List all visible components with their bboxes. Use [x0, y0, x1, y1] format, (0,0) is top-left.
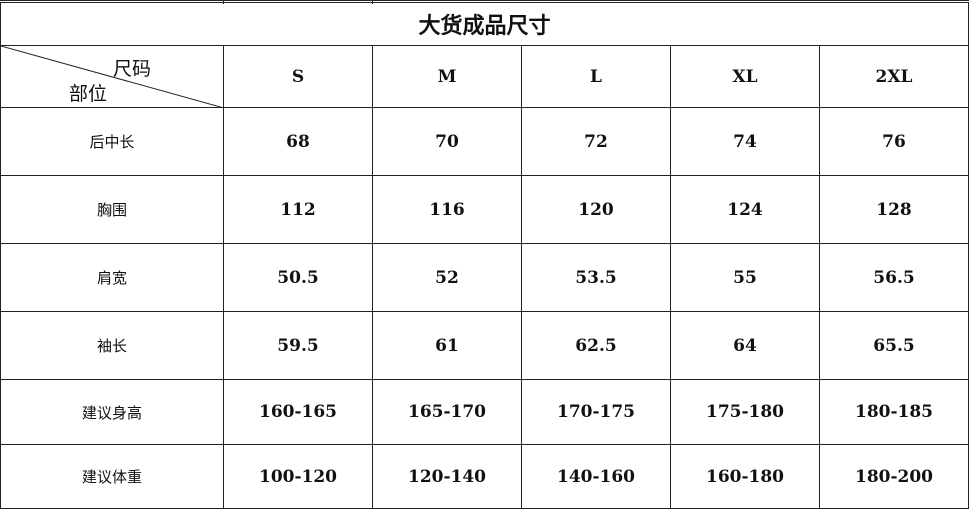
table-row: 建议体重 100-120 120-140 140-160 160-180 180-200 [0, 444, 969, 509]
row-label: 胸围 [0, 175, 224, 244]
table-row: 胸围 112 116 120 124 128 [0, 175, 969, 244]
row-label: 建议体重 [0, 444, 224, 509]
value-cell: 165-170 [372, 379, 522, 445]
value-cell: 62.5 [521, 311, 671, 380]
table-row: 建议身高 160-165 165-170 170-175 175-180 180-185 [0, 379, 969, 445]
value-cell: 64 [670, 311, 820, 380]
value-cell: 124 [670, 175, 820, 244]
corner-cell: 尺码 部位 [0, 45, 224, 108]
size-axis-label: 尺码 [113, 58, 152, 80]
row-label: 肩宽 [0, 243, 224, 312]
value-cell: 128 [819, 175, 969, 244]
row-label: 后中长 [0, 107, 224, 176]
value-cell: 180-200 [819, 444, 969, 509]
part-axis-label: 部位 [69, 83, 108, 105]
value-cell: 55 [670, 243, 820, 312]
size-header: 2XL [819, 45, 969, 108]
size-header: XL [670, 45, 820, 108]
value-cell: 140-160 [521, 444, 671, 509]
value-cell: 53.5 [521, 243, 671, 312]
value-cell: 61 [372, 311, 522, 380]
value-cell: 70 [372, 107, 522, 176]
value-cell: 74 [670, 107, 820, 176]
row-label: 袖长 [0, 311, 224, 380]
value-cell: 180-185 [819, 379, 969, 445]
value-cell: 170-175 [521, 379, 671, 445]
value-cell: 175-180 [670, 379, 820, 445]
value-cell: 56.5 [819, 243, 969, 312]
diagonal-line [1, 46, 224, 108]
value-cell: 59.5 [223, 311, 373, 380]
value-cell: 120 [521, 175, 671, 244]
size-table: 尺码 部位 S M L XL 2XL 后中长 68 70 72 74 76 胸围 112 116… [0, 45, 969, 509]
value-cell: 160-165 [223, 379, 373, 445]
size-header: M [372, 45, 522, 108]
chart-title: 大货成品尺寸 [0, 2, 969, 45]
value-cell: 52 [372, 243, 522, 312]
value-cell: 76 [819, 107, 969, 176]
value-cell: 100-120 [223, 444, 373, 509]
size-header: S [223, 45, 373, 108]
value-cell: 116 [372, 175, 522, 244]
value-cell: 50.5 [223, 243, 373, 312]
value-cell: 160-180 [670, 444, 820, 509]
table-row: 后中长 68 70 72 74 76 [0, 107, 969, 176]
table-row: 肩宽 50.5 52 53.5 55 56.5 [0, 243, 969, 312]
row-label: 建议身高 [0, 379, 224, 445]
value-cell: 72 [521, 107, 671, 176]
value-cell: 65.5 [819, 311, 969, 380]
value-cell: 68 [223, 107, 373, 176]
header-row: 尺码 部位 S M L XL 2XL [0, 45, 969, 108]
value-cell: 120-140 [372, 444, 522, 509]
size-header: L [521, 45, 671, 108]
value-cell: 112 [223, 175, 373, 244]
table-row: 袖长 59.5 61 62.5 64 65.5 [0, 311, 969, 380]
